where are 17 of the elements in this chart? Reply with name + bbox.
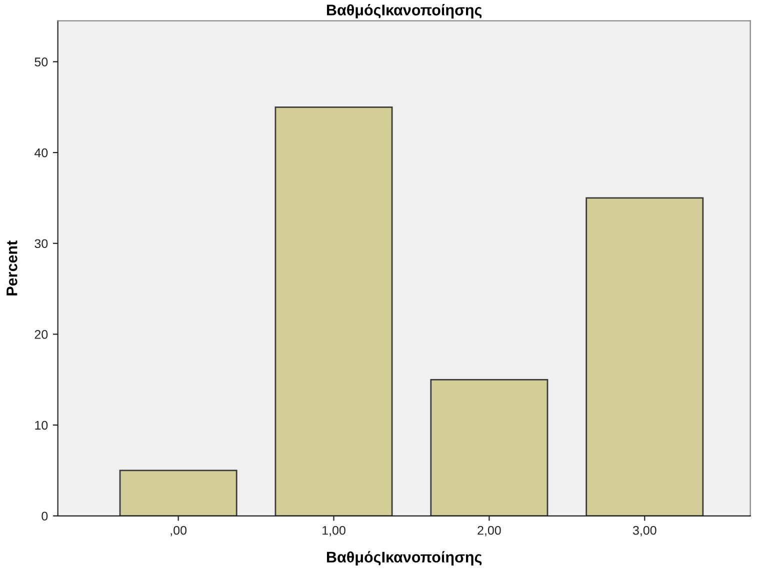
y-tick-label: 20 [34, 330, 48, 339]
bar [119, 470, 238, 516]
y-axis-title: Percent [6, 240, 18, 296]
bar [430, 378, 548, 516]
x-tick-label: 2,00 [478, 526, 501, 536]
bar [586, 197, 704, 516]
x-tick-label: ,00 [170, 526, 187, 536]
x-tick-label: 3,00 [632, 526, 656, 536]
y-tick-label: 10 [35, 420, 48, 430]
y-tick-label: 50 [34, 58, 48, 66]
chart-title: ΒαθμόςΙκανοποίησης [326, 4, 482, 18]
x-axis-title: ΒαθμόςΙκανοποίησης [326, 551, 482, 566]
y-tick-label: 30 [34, 239, 48, 248]
y-tick-label: 40 [34, 148, 48, 158]
x-tick-label: 1,00 [322, 526, 346, 536]
y-tick-label: 0 [42, 512, 48, 521]
bar [274, 106, 393, 516]
